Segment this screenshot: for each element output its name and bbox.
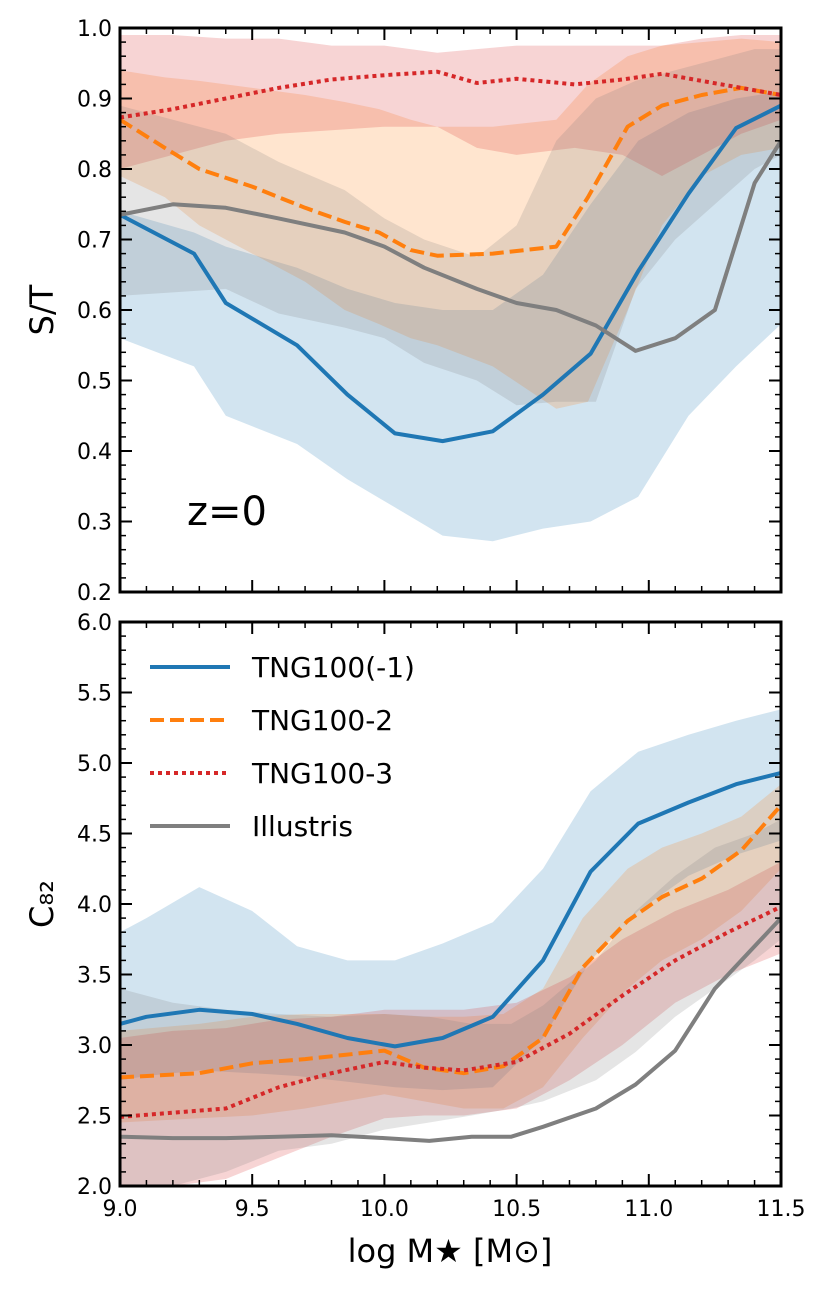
line-tng100-1 — [120, 103, 781, 444]
y-tick-label: 2.5 — [77, 1105, 112, 1130]
x-tick-label: 11.5 — [757, 1197, 806, 1222]
y-tick-label: 6.0 — [77, 611, 112, 636]
top-bands — [120, 35, 781, 542]
bottom-y-axis-label: C₈₂ — [23, 880, 61, 928]
y-tick-label: 0.7 — [77, 229, 112, 254]
y-tick-label: 0.9 — [77, 88, 112, 113]
band-tng100-2 — [120, 38, 781, 409]
band-tng100-1 — [120, 91, 781, 542]
y-tick-label: 4.0 — [77, 893, 112, 918]
y-tick-label: 0.4 — [77, 440, 112, 465]
legend-label-tng100-2: TNG100-2 — [251, 704, 393, 737]
top-ticks: 0.2 0.3 0.4 0.5 0.6 0.7 0.8 0.9 1.0 — [77, 17, 782, 606]
y-tick-label: 4.5 — [77, 823, 112, 848]
y-tick-label: 0.2 — [77, 581, 112, 606]
legend-label-tng100-1: TNG100(-1) — [251, 651, 415, 684]
band-tng100-1 — [120, 709, 781, 1091]
y-tick-label: 2.0 — [77, 1175, 112, 1200]
band-illustris — [120, 819, 781, 1186]
top-lines — [120, 69, 781, 444]
bottom-frame — [118, 620, 783, 1188]
y-tick-label: 3.0 — [77, 1034, 112, 1059]
line-illustris — [120, 139, 781, 353]
y-tick-label: 0.5 — [77, 370, 112, 395]
bottom-bands — [120, 709, 781, 1186]
band-illustris — [120, 49, 781, 406]
x-tick-label: 11.0 — [624, 1197, 673, 1222]
line-tng100-3 — [120, 69, 781, 120]
top-y-axis-label: S/T — [23, 284, 61, 335]
band-tng100-3 — [120, 861, 781, 1186]
bottom-panel: 2.0 2.5 3.0 3.5 4.0 4.5 5.0 5.5 6.0 9.0 9.5 10.0 10.… — [23, 611, 805, 1270]
x-tick-label: 10.0 — [360, 1197, 409, 1222]
line-illustris — [120, 916, 781, 1143]
bottom-lines — [120, 770, 781, 1143]
legend: TNG100(-1) TNG100-2 TNG100-3 Illustris — [150, 651, 415, 843]
line-tng100-1 — [120, 770, 781, 1049]
legend-label-tng100-3: TNG100-3 — [251, 757, 393, 790]
y-tick-label: 0.3 — [77, 511, 112, 536]
y-tick-label: 3.5 — [77, 964, 112, 989]
top-panel: 0.2 0.3 0.4 0.5 0.6 0.7 0.8 0.9 1.0 z=0 S/T — [23, 17, 783, 606]
band-tng100-2 — [120, 784, 781, 1123]
band-tng100-3 — [120, 35, 781, 176]
legend-label-illustris: Illustris — [252, 810, 353, 843]
y-tick-label: 0.6 — [77, 299, 112, 324]
x-tick-label: 10.5 — [492, 1197, 541, 1222]
x-tick-label: 9.0 — [103, 1197, 138, 1222]
y-tick-label: 0.8 — [77, 158, 112, 183]
y-tick-label: 1.0 — [77, 17, 112, 42]
y-tick-label: 5.5 — [77, 682, 112, 707]
x-axis-label: log M★ [M⊙] — [348, 1232, 553, 1270]
line-tng100-2 — [120, 803, 781, 1080]
top-frame — [118, 26, 783, 594]
x-tick-label: 9.5 — [235, 1197, 270, 1222]
z-annotation: z=0 — [187, 489, 267, 535]
line-tng100-2 — [120, 85, 781, 258]
y-tick-label: 5.0 — [77, 752, 112, 777]
line-tng100-3 — [120, 904, 781, 1119]
